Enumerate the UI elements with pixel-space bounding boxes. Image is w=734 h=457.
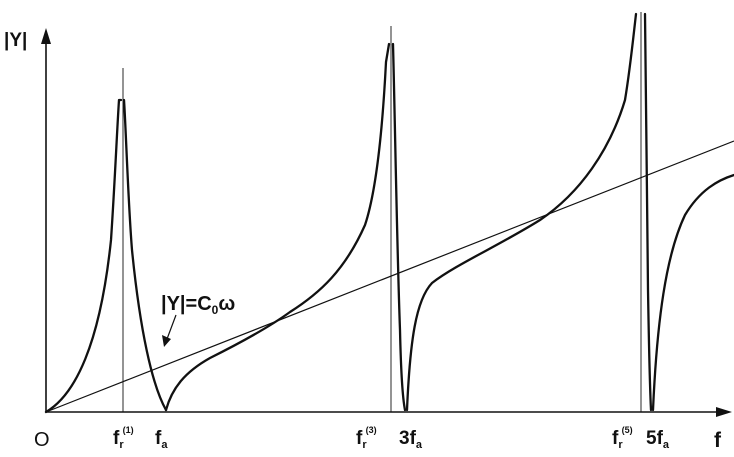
tick-label-fr1: fr(1) bbox=[113, 425, 134, 451]
capacitive-line bbox=[45, 140, 734, 413]
tick-label-5fa: 5fa bbox=[646, 428, 670, 451]
admittance-curve bbox=[44, 12, 734, 414]
x-axis-label: f bbox=[714, 429, 722, 452]
x-axis-arrow bbox=[716, 407, 732, 417]
tick-label-fr3: fr(3) bbox=[356, 425, 377, 451]
origin-label: O bbox=[34, 429, 50, 451]
capacitive-line-label: |Y|=C0ω bbox=[161, 293, 235, 317]
annotation-pointer bbox=[166, 314, 177, 340]
y-axis-arrow bbox=[41, 28, 51, 44]
y-axis-label: |Y| bbox=[4, 30, 27, 51]
tick-label-fr5: fr(5) bbox=[612, 425, 633, 451]
tick-label-3fa: 3fa bbox=[399, 428, 423, 451]
annotation-pointer-arrow bbox=[162, 335, 171, 347]
tick-label-fa: fa bbox=[155, 428, 168, 451]
